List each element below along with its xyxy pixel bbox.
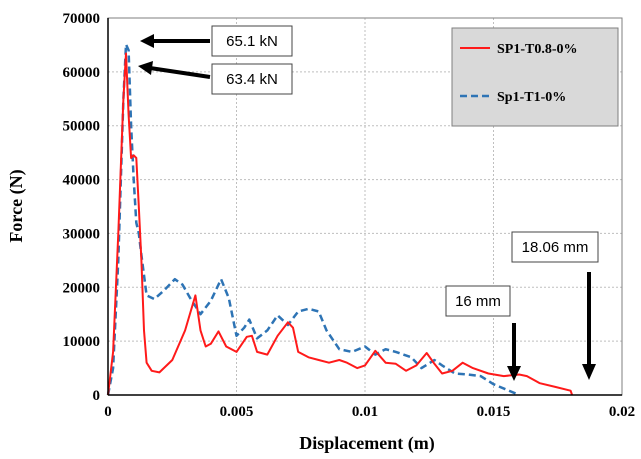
arrow-head [507,366,521,381]
y-tick-label: 10000 [63,334,101,350]
y-tick-label: 70000 [63,11,101,27]
legend-label-sp1-t0.8: SP1-T0.8-0% [497,42,578,57]
x-tick-label: 0 [104,404,112,420]
tick-labels: 0 10000 20000 30000 40000 50000 60000 70000 0 0.0… [63,11,636,420]
y-tick-label: 40000 [63,173,101,189]
annotation-63-4kn: 63.4 kN [138,61,293,95]
y-tick-label: 50000 [63,119,101,135]
legend-box [451,27,619,127]
axes [107,17,623,396]
annotation-16mm: 16 mm [445,285,521,381]
annotation-box [511,231,599,263]
x-axis-title: Displacement (m) [299,433,434,454]
x-tick-label: 0.015 [477,404,511,420]
annotation-label: 65.1 kN [226,33,278,50]
series-line-0 [107,52,574,396]
x-tick-label: 0.005 [220,404,254,420]
x-tick-label: 0.01 [352,404,378,420]
annotation-box [445,285,511,317]
annotation-box [211,25,293,57]
arrow-head [140,34,154,48]
series-layer [106,43,574,397]
series-line-1 [106,43,520,397]
annotation-18-06mm: 18.06 mm [511,231,599,380]
annotation-65-1kn: 65.1 kN [140,25,293,57]
annotation-box [211,63,293,95]
legend-label-sp1-t1: Sp1-T1-0% [497,90,566,105]
x-tick-label: 0.02 [609,404,635,420]
y-tick-label: 0 [93,388,101,404]
annotation-label: 63.4 kN [226,71,278,88]
arrow-head [582,364,596,380]
y-tick-label: 20000 [63,280,101,296]
legend: SP1-T0.8-0% Sp1-T1-0% [451,27,619,127]
annotation-label: 18.06 mm [522,239,589,256]
arrow-head [138,61,153,75]
y-axis-title: Force (N) [6,169,27,242]
annotation-label: 16 mm [455,293,501,310]
y-tick-label: 30000 [63,226,101,242]
arrow-shaft [149,66,211,79]
y-tick-label: 60000 [63,65,101,81]
